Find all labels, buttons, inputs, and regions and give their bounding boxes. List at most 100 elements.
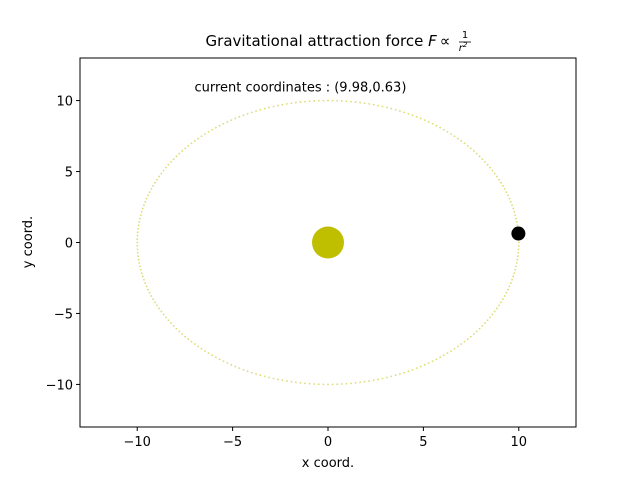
orbit-point [145,197,148,200]
orbit-point [419,117,422,120]
orbit-point [144,201,147,203]
orbit-point [502,298,504,301]
orbit-point [281,379,284,382]
orbit-point [207,352,210,355]
orbit-point [415,115,418,118]
orbit-point [139,268,142,271]
orbit-point [381,377,384,380]
orbit-point [147,288,149,291]
orbit-point [172,158,175,160]
orbit-point [331,99,334,102]
chart-title-prop: ∝ [440,32,451,50]
orbit-point [486,163,489,166]
orbit-point [472,150,475,152]
orbit-point [491,313,494,316]
orbit-point [144,282,147,284]
orbit-point [463,142,466,145]
orbit-point [138,262,141,264]
orbit-point [394,108,397,111]
orbit-point [512,275,515,278]
orbit-point [359,381,362,384]
orbit-point [200,135,203,138]
orbit-point [207,130,210,133]
x-tick-label: 5 [419,435,427,450]
orbit-point [152,184,155,187]
orbit-point [200,347,203,350]
x-tick-label: −5 [223,435,242,450]
orbit-point [427,362,430,364]
orbit-point [162,169,165,172]
orbit-point [386,106,388,109]
orbit-point [457,137,459,140]
orbit-point [390,375,393,378]
orbit-point [147,194,149,197]
orbit-point [285,380,288,382]
orbit-point [423,119,426,122]
orbit-point [498,178,500,181]
orbit-point [204,133,206,135]
orbit-point [138,221,141,223]
orbit-point [354,382,357,384]
orbit-point [411,368,414,371]
orbit-point [350,382,352,385]
orbit-point [475,152,478,155]
orbit-point [502,184,504,187]
orbit-point [446,130,449,133]
orbit-point [446,352,449,355]
orbit-point [460,343,463,345]
orbit-point [136,251,139,254]
orbit-point [148,191,151,194]
orbit-point [154,301,156,304]
orbit-point [322,383,325,386]
orbit-point [152,298,155,301]
orbit-point [294,101,297,104]
y-tick-label: 0 [65,237,73,252]
orbit-point [327,383,329,386]
orbit-point [411,114,414,117]
orbit-point [158,175,160,178]
orbit-point [496,175,498,178]
orbit-point [472,333,475,335]
orbit-point [515,221,518,223]
orbit-point [285,103,288,105]
orbit-point [363,380,366,383]
orbit-point [453,347,456,350]
orbit-point [415,367,418,370]
orbit-point [515,265,517,268]
orbit-point [511,204,513,207]
x-tick-label: −10 [124,435,151,450]
orbit-point [484,160,486,163]
orbit-point [466,144,469,147]
orbit-point [359,101,362,104]
orbit-point [197,137,199,140]
orbit-point [299,101,302,103]
orbit-point [158,307,160,310]
chart-title-den-r: r [459,43,464,54]
orbit-point [345,100,348,103]
orbit-point [136,238,139,240]
current-coordinates-annotation: current coordinates : (9.98,0.63) [194,80,406,95]
orbit-point [187,338,190,341]
orbit-point [516,224,519,227]
orbit-point [509,201,512,203]
orbit-point [145,285,148,288]
orbit-point [340,100,343,102]
orbit-point [435,124,438,127]
orbit-point [218,358,221,361]
chart-title: Gravitational attraction force F ∝ [206,32,451,50]
orbit-point [508,285,511,288]
orbit-point [508,197,511,200]
orbit-point [136,231,139,234]
y-tick-label: 5 [65,166,73,181]
orbit-point [469,147,472,150]
orbit-point [187,144,190,147]
orbit-point [442,128,445,131]
orbit-point [255,110,257,112]
planet-marker [511,226,526,241]
orbit-point [377,104,380,107]
orbit-point [211,128,214,131]
orbit-point [238,367,241,370]
orbit-point [263,107,266,110]
orbit-point [263,375,266,378]
